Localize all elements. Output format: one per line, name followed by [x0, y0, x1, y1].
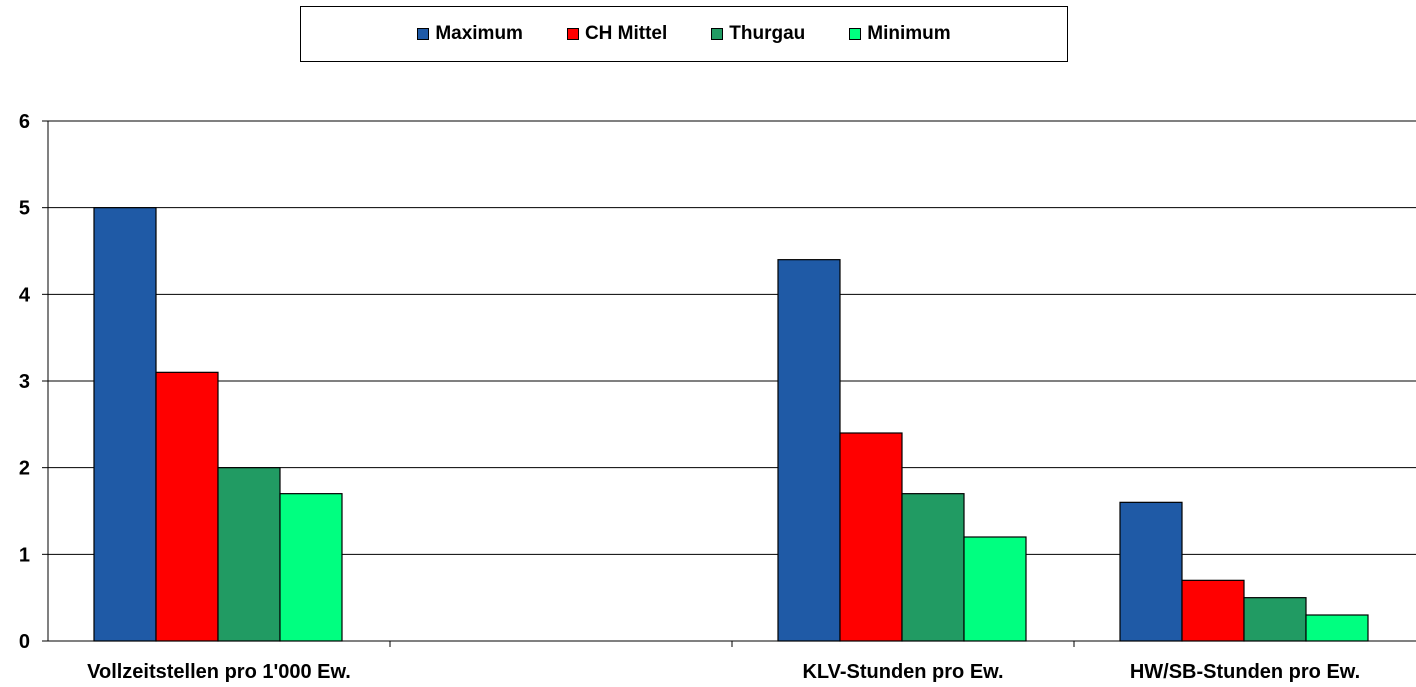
- legend-item: Minimum: [849, 23, 951, 45]
- y-tick-label: 1: [19, 544, 30, 566]
- legend-label: Thurgau: [729, 23, 806, 44]
- legend-item: CH Mittel: [566, 23, 668, 45]
- chart-legend: Maximum CH Mittel Thurgau Minimum: [300, 6, 1068, 62]
- legend-label: CH Mittel: [584, 23, 668, 44]
- bar: [155, 371, 219, 642]
- bar: [1181, 579, 1245, 642]
- legend-swatch: [849, 28, 862, 40]
- y-tick-label: 6: [19, 111, 30, 133]
- bar: [839, 432, 903, 642]
- bar: [279, 493, 343, 642]
- bar: [217, 467, 281, 642]
- x-category-label: Vollzeitstellen pro 1'000 Ew.: [87, 661, 351, 683]
- bar: [777, 259, 841, 642]
- bar: [93, 207, 157, 642]
- legend-label: Maximum: [435, 23, 523, 44]
- x-category-label: KLV-Stunden pro Ew.: [802, 661, 1003, 683]
- bar: [901, 493, 965, 642]
- legend-item: Maximum: [417, 23, 523, 45]
- legend-item: Thurgau: [711, 23, 805, 45]
- bar: [963, 536, 1027, 642]
- legend-swatch: [566, 28, 579, 40]
- bar: [1243, 597, 1307, 642]
- bar: [1119, 501, 1183, 642]
- x-category-label: HW/SB-Stunden pro Ew.: [1130, 661, 1360, 683]
- y-tick-label: 3: [19, 371, 30, 393]
- legend-label: Minimum: [867, 23, 951, 44]
- y-tick-label: 0: [19, 631, 30, 653]
- y-tick-label: 4: [19, 284, 31, 306]
- y-tick-label: 5: [19, 198, 30, 220]
- legend-swatch: [417, 28, 430, 40]
- legend-swatch: [711, 28, 724, 40]
- bar: [1305, 614, 1369, 642]
- y-tick-label: 2: [19, 458, 30, 480]
